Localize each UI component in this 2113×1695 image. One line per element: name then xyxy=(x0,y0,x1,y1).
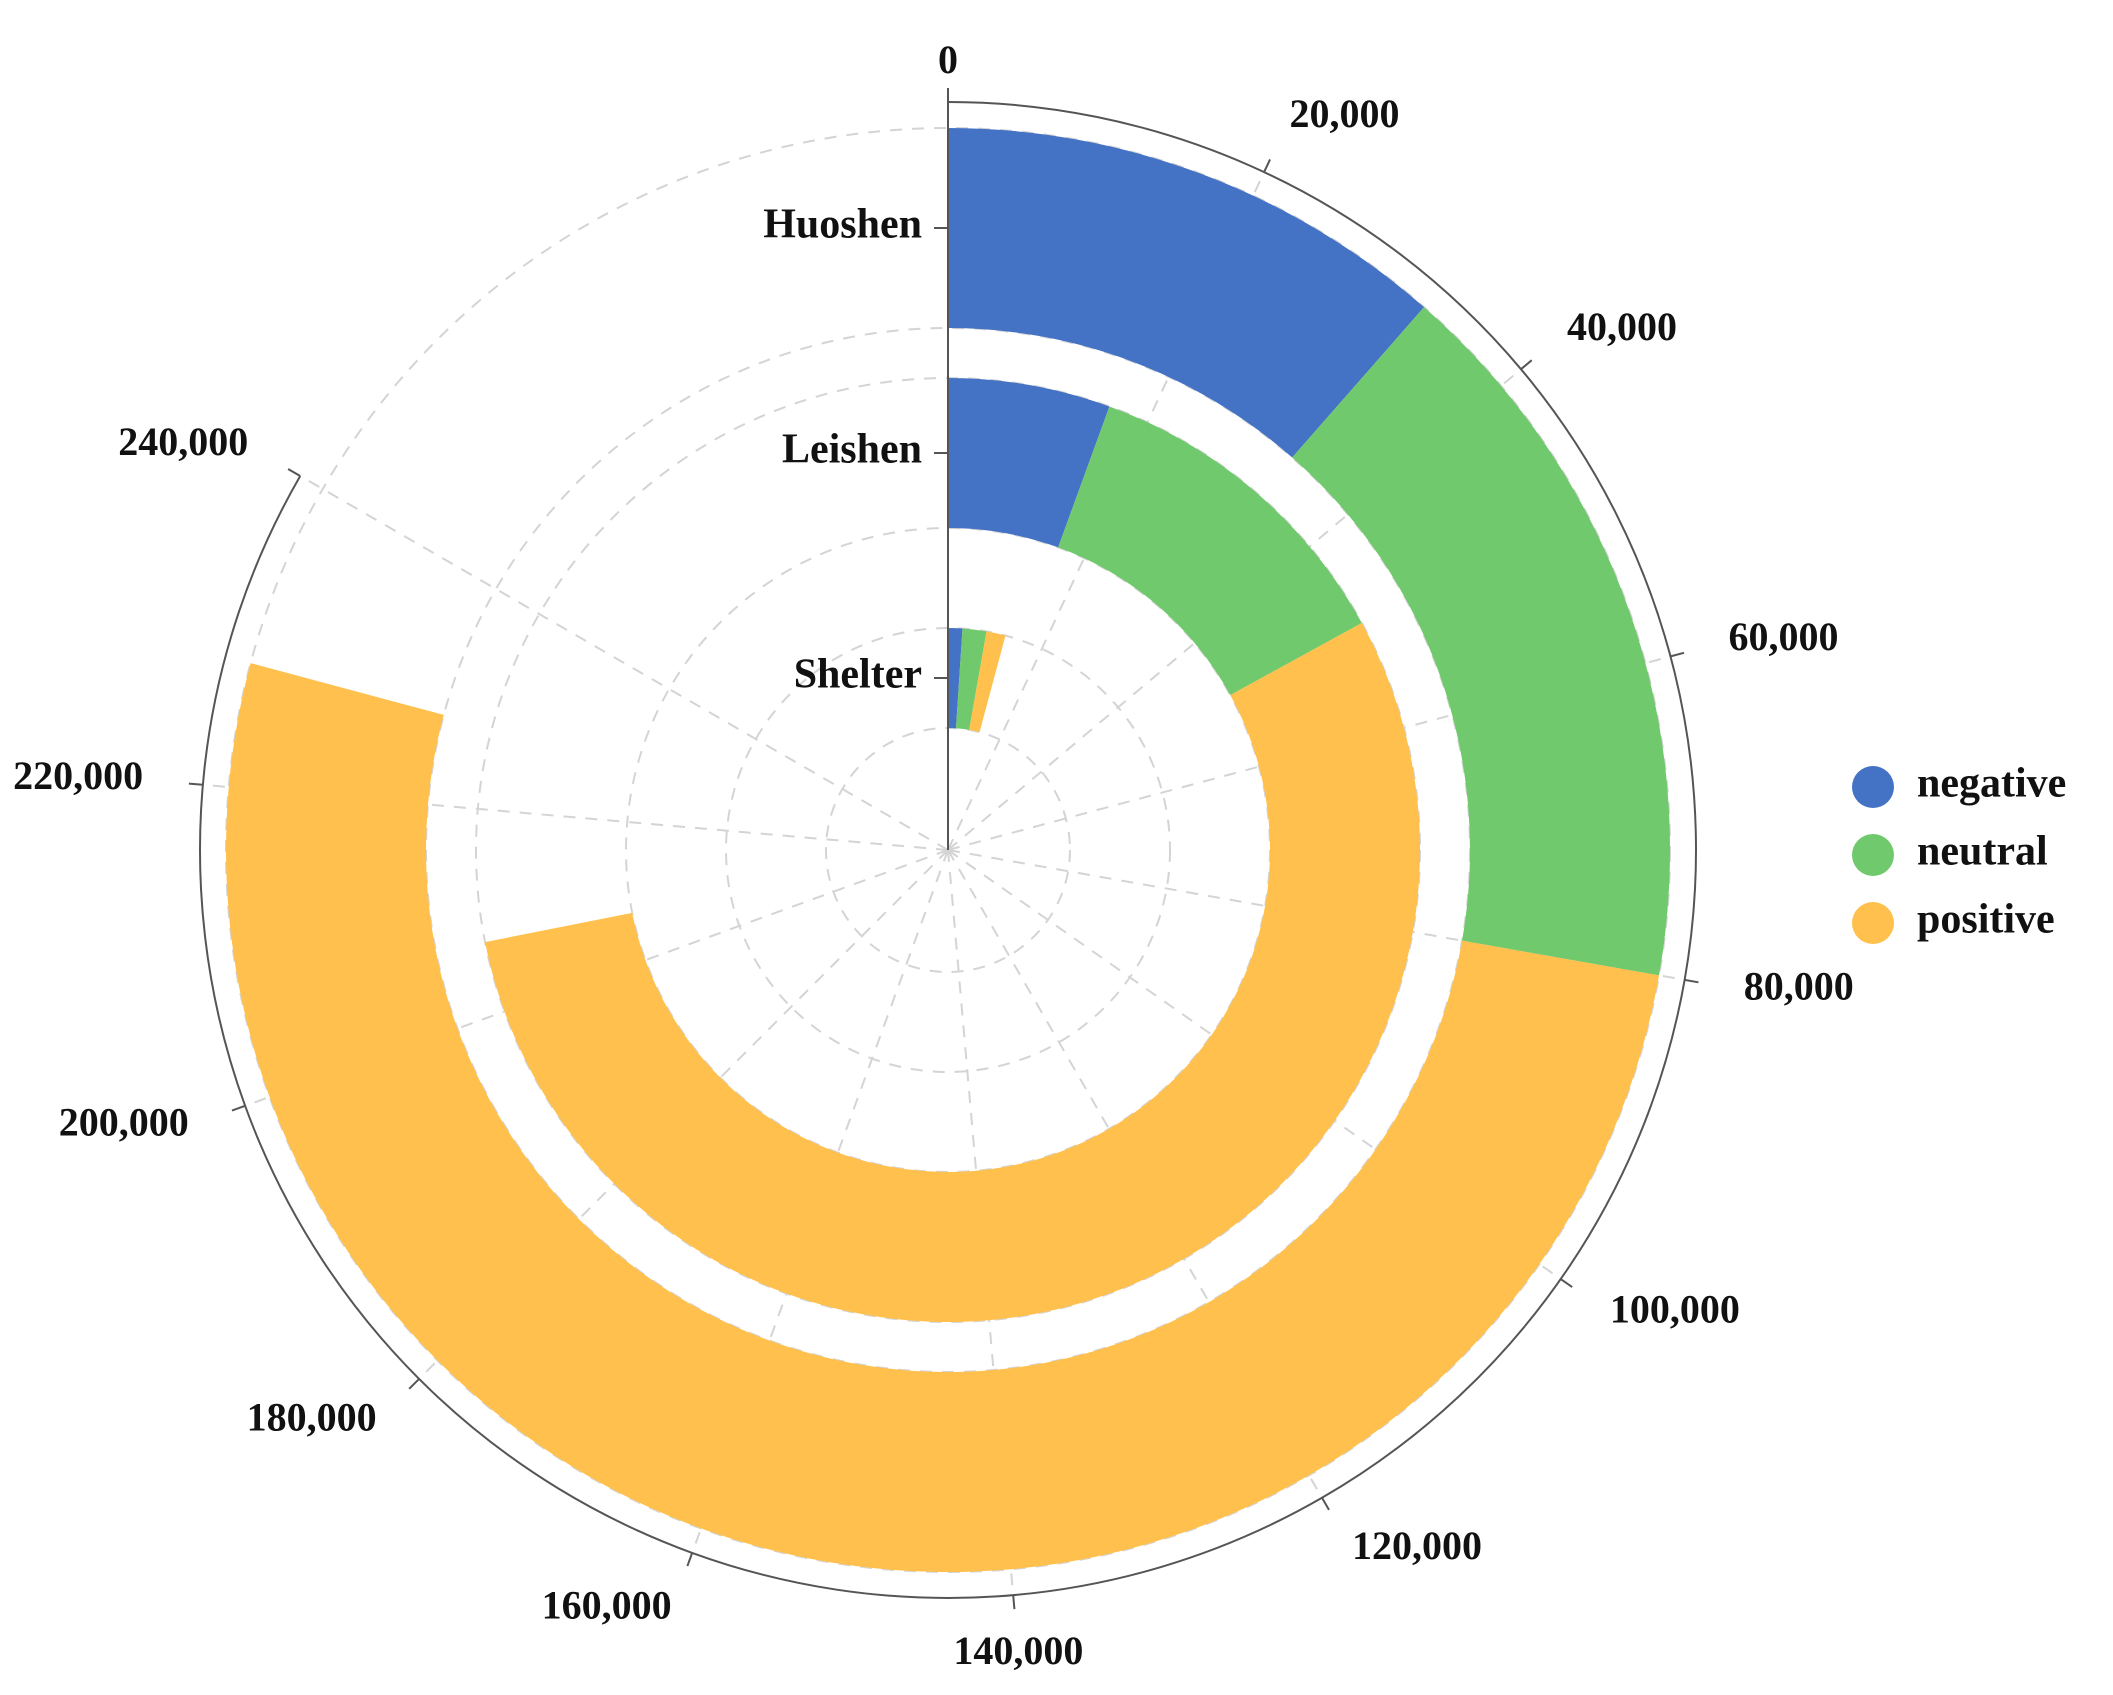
bar-huoshen-positive xyxy=(226,663,1660,1572)
legend: negative neutral positive xyxy=(1852,761,2066,944)
angular-tick-label: 180,000 xyxy=(247,1395,377,1440)
legend-label-negative: negative xyxy=(1917,761,2066,807)
angular-tick-label: 120,000 xyxy=(1352,1523,1482,1568)
bar-leishen-positive xyxy=(485,622,1420,1322)
legend-label-positive: positive xyxy=(1917,897,2055,943)
legend-marker-neutral xyxy=(1852,834,1894,876)
angular-tick xyxy=(686,1552,694,1567)
bar-shelter-positive xyxy=(969,631,1006,733)
angular-tick xyxy=(1012,1595,1016,1610)
category-label-shelter: Shelter xyxy=(794,652,922,698)
bar-shelter-negative xyxy=(948,628,963,729)
angular-tick-label: 140,000 xyxy=(953,1628,1083,1673)
angular-tick-label: 60,000 xyxy=(1728,614,1838,659)
angular-tick xyxy=(1520,359,1533,370)
bar-huoshen-neutral xyxy=(1292,307,1670,976)
bar-huoshen-negative xyxy=(948,128,1425,458)
angular-tick-label: 80,000 xyxy=(1744,963,1854,1008)
angular-tick xyxy=(287,468,301,477)
legend-label-neutral: neutral xyxy=(1917,829,2048,875)
bar-layer xyxy=(226,128,1670,1572)
angular-tick xyxy=(1263,158,1271,173)
angular-tick xyxy=(1684,978,1699,984)
label-layer: 0 20,000 40,000 60,000 80,000 100,000 120,000 1… xyxy=(13,37,1854,1673)
bar-leishen-negative xyxy=(948,378,1110,548)
angular-tick-label: 20,000 xyxy=(1289,91,1399,136)
angular-tick-label: 160,000 xyxy=(542,1582,672,1627)
category-label-leishen: Leishen xyxy=(782,427,922,473)
legend-marker-positive xyxy=(1852,902,1894,944)
angular-tick-label: 200,000 xyxy=(59,1100,189,1145)
angular-tick-label: 100,000 xyxy=(1610,1287,1740,1332)
grid-spoke xyxy=(299,475,949,851)
angular-tick xyxy=(188,782,203,786)
angular-tick xyxy=(1560,1278,1573,1288)
angular-tick xyxy=(1321,1497,1330,1511)
angular-tick xyxy=(1670,651,1685,658)
category-label-huoshen: Huoshen xyxy=(763,202,922,248)
angular-tick xyxy=(231,1104,246,1112)
angular-tick-label: 220,000 xyxy=(13,753,143,798)
bar-leishen-neutral xyxy=(1058,406,1362,696)
bar-shelter-neutral xyxy=(955,628,987,730)
angular-tick-label: 0 xyxy=(938,37,958,82)
angular-tick-label: 240,000 xyxy=(118,419,248,464)
angular-tick xyxy=(408,1378,420,1390)
legend-marker-negative xyxy=(1852,766,1894,808)
angular-tick-label: 40,000 xyxy=(1567,304,1677,349)
axis-layer xyxy=(188,88,1699,1610)
